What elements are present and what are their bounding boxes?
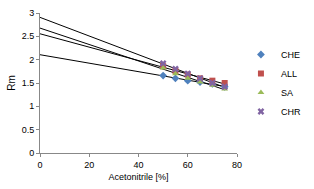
- svg-text:SA: SA: [281, 88, 293, 98]
- svg-text:40: 40: [133, 160, 143, 170]
- svg-text:60: 60: [183, 160, 193, 170]
- svg-text:CHR: CHR: [281, 107, 301, 117]
- svg-text:ALL: ALL: [281, 69, 297, 79]
- svg-text:0: 0: [29, 148, 34, 158]
- svg-text:80: 80: [232, 160, 242, 170]
- svg-text:CHE: CHE: [281, 50, 300, 60]
- svg-text:1.5: 1.5: [22, 78, 35, 88]
- svg-text:2.5: 2.5: [22, 31, 35, 41]
- svg-text:0: 0: [37, 160, 42, 170]
- svg-text:20: 20: [84, 160, 94, 170]
- svg-text:1: 1: [29, 101, 34, 111]
- svg-text:Acetonitrile [%]: Acetonitrile [%]: [108, 172, 168, 182]
- svg-text:3: 3: [29, 8, 34, 18]
- svg-text:2: 2: [29, 55, 34, 65]
- svg-text:Rm: Rm: [6, 75, 17, 91]
- svg-text:0.5: 0.5: [22, 125, 35, 135]
